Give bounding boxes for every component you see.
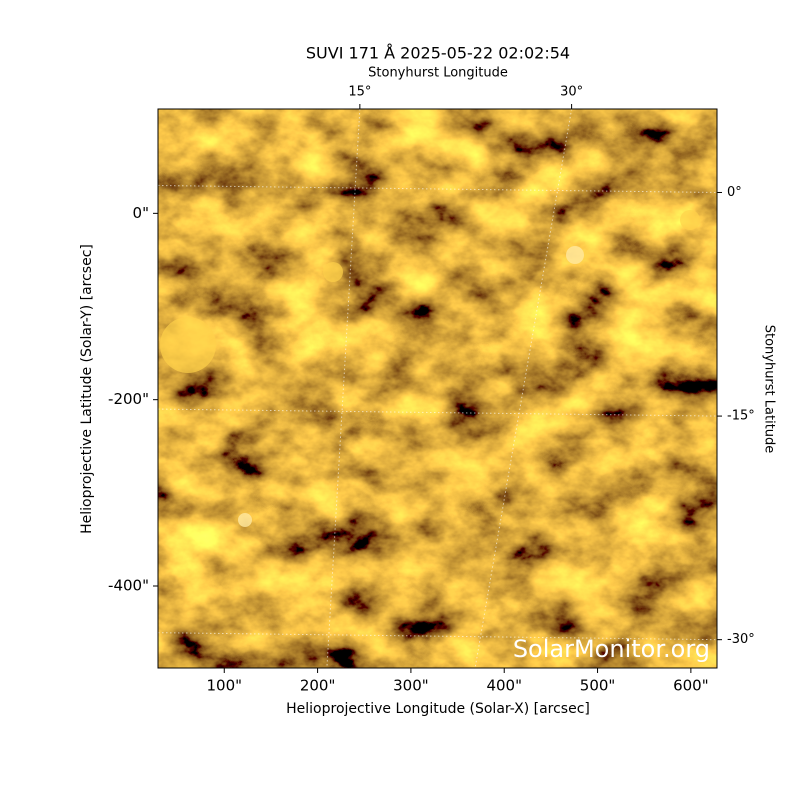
y-axis-label: Helioprojective Latitude (Solar-Y) [arcs… — [79, 244, 95, 534]
bright-regions — [160, 210, 700, 527]
y-tick-label: 0" — [133, 204, 149, 222]
longitude-grid-line — [474, 109, 573, 668]
y2-axis-label: Stonyhurst Latitude — [762, 325, 777, 454]
latitude-grid-line — [158, 408, 717, 417]
longitude-grid-line — [326, 109, 361, 668]
x-tick-label: 400" — [486, 677, 522, 695]
y2-tick-label: -15° — [727, 409, 755, 424]
latitude-grid-line — [158, 632, 717, 641]
y-tick-label: -400" — [108, 577, 149, 595]
y-tick-label: -200" — [108, 390, 149, 408]
x2-axis-label: Stonyhurst Longitude — [368, 66, 508, 81]
x2-tick-label: 30° — [560, 85, 583, 100]
x-axis-label: Helioprojective Longitude (Solar-X) [arc… — [286, 701, 590, 717]
x-tick-label: 300" — [393, 677, 429, 695]
y2-tick-label: 0° — [727, 185, 742, 200]
x2-tick-label: 15° — [348, 85, 371, 100]
solar-image — [158, 109, 717, 668]
x-tick-label: 200" — [300, 677, 336, 695]
x-tick-label: 500" — [580, 677, 616, 695]
watermark: SolarMonitor.org — [513, 635, 710, 663]
x-tick-label: 600" — [673, 677, 709, 695]
latitude-grid-line — [158, 184, 717, 193]
y2-tick-label: -30° — [727, 632, 755, 647]
plot-frame — [157, 108, 718, 669]
chart-title: SUVI 171 Å 2025-05-22 02:02:54 — [306, 44, 570, 63]
x-tick-label: 100" — [206, 677, 242, 695]
